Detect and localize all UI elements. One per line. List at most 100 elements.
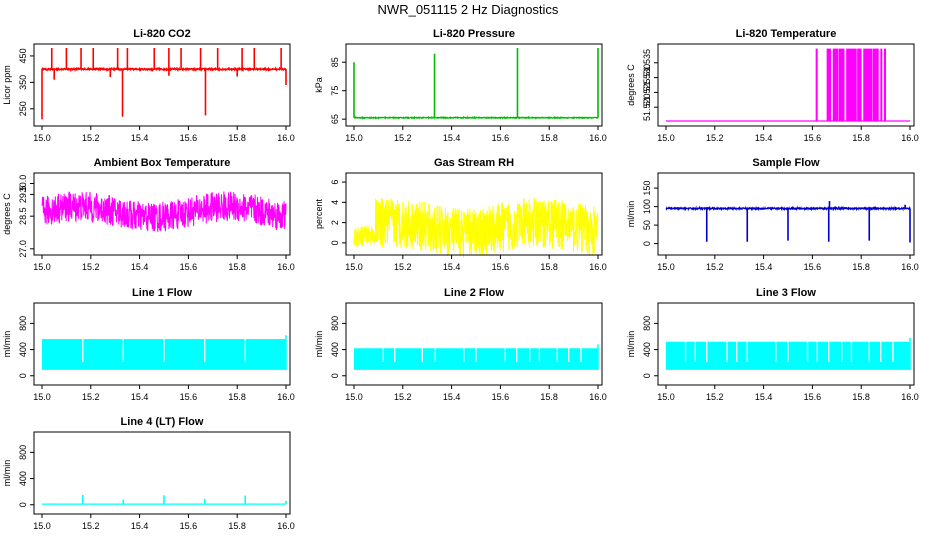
- chart-title: Li-820 Pressure: [433, 28, 515, 40]
- x-tick-label: 15.8: [540, 262, 558, 272]
- chart-title: Gas Stream RH: [434, 157, 514, 169]
- y-axis-label: percent: [314, 198, 324, 229]
- x-axis: 15.0 15.2 15.4 15.6 15.8 16.0: [657, 126, 919, 143]
- x-tick-label: 15.8: [228, 521, 246, 531]
- y-axis: 0 2 4 6: [330, 180, 346, 245]
- y-axis-label: Licor ppm: [2, 65, 12, 105]
- chart-title: Line 1 Flow: [132, 287, 192, 299]
- x-tick-label: 15.2: [82, 521, 100, 531]
- x-axis: 15.0 15.2 15.4 15.6 15.8 16.0: [345, 255, 607, 272]
- y-axis-label: degrees C: [626, 64, 636, 106]
- x-tick-label: 15.2: [82, 133, 100, 143]
- step-block: [832, 48, 839, 122]
- x-tick-label: 15.0: [33, 262, 51, 272]
- chart-panel-4: Ambient Box Temperature degrees C 15.0 15.2…: [2, 157, 295, 272]
- y-axis-label: ml/min: [314, 331, 324, 358]
- x-axis: 15.0 15.2 15.4 15.6 15.8 16.0: [345, 126, 607, 143]
- x-axis: 15.0 15.2 15.4 15.6 15.8 16.0: [657, 385, 919, 402]
- step-block: [846, 48, 857, 122]
- chart-title: Line 3 Flow: [756, 287, 816, 299]
- y-axis-label: ml/min: [626, 331, 636, 358]
- x-tick-label: 15.2: [82, 262, 100, 272]
- chart-title: Li-820 Temperature: [736, 28, 837, 40]
- x-tick-label: 15.8: [852, 262, 870, 272]
- x-tick-label: 15.4: [131, 133, 149, 143]
- plot-frame: [33, 43, 291, 127]
- x-tick-label: 15.4: [443, 262, 461, 272]
- step-block: [883, 48, 887, 122]
- series: [41, 48, 287, 120]
- x-tick-label: 15.2: [706, 262, 724, 272]
- series: [41, 494, 287, 505]
- y-tick-label: 0: [642, 241, 652, 246]
- y-axis: 0 400 800: [642, 316, 658, 378]
- y-tick-label: 0: [330, 373, 340, 378]
- y-tick-label: 75: [330, 86, 340, 96]
- x-tick-label: 15.2: [82, 392, 100, 402]
- x-tick-label: 15.4: [131, 262, 149, 272]
- y-tick-label: 0: [18, 373, 28, 378]
- y-tick-label: 85: [330, 57, 340, 67]
- x-tick-label: 15.0: [657, 133, 675, 143]
- chart-title: Li-820 CO2: [133, 28, 190, 40]
- chart-panel-7: Line 1 Flow ml/min 15.0 15.2 15.4 15.6 15.8 16.…: [2, 287, 295, 402]
- y-axis: 27.0 28.5 29.530.0: [18, 175, 34, 258]
- x-tick-label: 15.6: [492, 262, 510, 272]
- y-axis-label: degrees C: [2, 193, 12, 235]
- y-tick-label: 51.530: [642, 64, 652, 92]
- x-tick-label: 15.6: [804, 262, 822, 272]
- x-tick-label: 15.0: [345, 262, 363, 272]
- y-axis: 0 400 800: [18, 316, 34, 378]
- y-axis: 0 50 100 150: [642, 181, 658, 246]
- x-tick-label: 15.2: [706, 392, 724, 402]
- y-axis-label: ml/min: [2, 331, 12, 358]
- chart-panel-5: Gas Stream RH percent 15.0 15.2 15.4 15.6 15.8…: [314, 157, 607, 272]
- x-tick-label: 15.6: [180, 133, 198, 143]
- x-tick-label: 15.8: [228, 133, 246, 143]
- x-tick-label: 15.8: [852, 133, 870, 143]
- y-tick-label: 65: [330, 114, 340, 124]
- plot-frame: [33, 431, 291, 515]
- x-tick-label: 15.4: [755, 262, 773, 272]
- x-tick-label: 15.6: [804, 133, 822, 143]
- x-axis: 15.0 15.2 15.4 15.6 15.8 16.0: [33, 514, 295, 531]
- y-tick-label: 450: [18, 48, 28, 63]
- series: [354, 344, 599, 370]
- y-axis-label: kPa: [314, 77, 324, 93]
- step-block: [826, 48, 832, 122]
- x-tick-label: 15.2: [394, 392, 412, 402]
- x-tick-label: 16.0: [901, 133, 919, 143]
- step-block: [815, 48, 818, 122]
- x-tick-label: 16.0: [277, 392, 295, 402]
- x-tick-label: 15.4: [443, 133, 461, 143]
- x-tick-label: 15.8: [852, 392, 870, 402]
- x-tick-label: 16.0: [277, 262, 295, 272]
- x-tick-label: 16.0: [901, 392, 919, 402]
- plot-frame: [33, 172, 291, 256]
- y-axis: 0 400 800: [330, 316, 346, 378]
- x-tick-label: 15.2: [394, 262, 412, 272]
- series: [666, 48, 910, 122]
- x-tick-label: 15.0: [345, 133, 363, 143]
- x-tick-label: 15.0: [657, 262, 675, 272]
- series: [41, 191, 287, 232]
- plot-frame: [657, 302, 915, 386]
- step-block: [880, 48, 883, 122]
- x-tick-label: 15.6: [180, 392, 198, 402]
- y-tick-label: 51.525: [642, 79, 652, 107]
- y-tick-label: 51.520: [642, 93, 652, 121]
- y-tick-label: 2: [330, 220, 340, 225]
- chart-panel-2: Li-820 Pressure kPa 15.0 15.2 15.4 15.6 15.8 16…: [314, 28, 607, 143]
- y-tick-label: 400: [18, 342, 28, 357]
- x-axis: 15.0 15.2 15.4 15.6 15.8 16.0: [657, 255, 919, 272]
- y-tick-label: 0: [18, 502, 28, 507]
- x-axis: 15.0 15.2 15.4 15.6 15.8 16.0: [33, 126, 295, 143]
- x-tick-label: 15.4: [755, 133, 773, 143]
- x-tick-label: 16.0: [589, 133, 607, 143]
- chart-panel-9: Line 3 Flow ml/min 15.0 15.2 15.4 15.6 15.8 16.…: [626, 287, 919, 402]
- x-tick-label: 15.0: [33, 392, 51, 402]
